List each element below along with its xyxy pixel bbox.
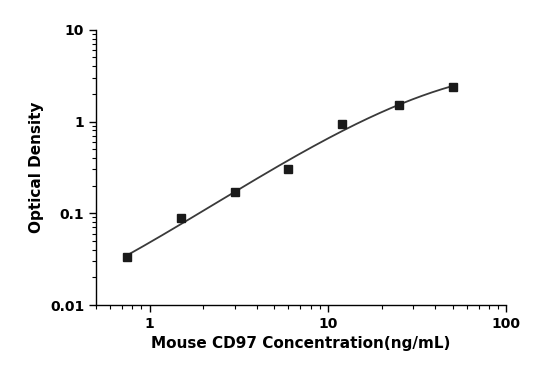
Y-axis label: Optical Density: Optical Density xyxy=(29,102,44,233)
X-axis label: Mouse CD97 Concentration(ng/mL): Mouse CD97 Concentration(ng/mL) xyxy=(151,336,451,352)
